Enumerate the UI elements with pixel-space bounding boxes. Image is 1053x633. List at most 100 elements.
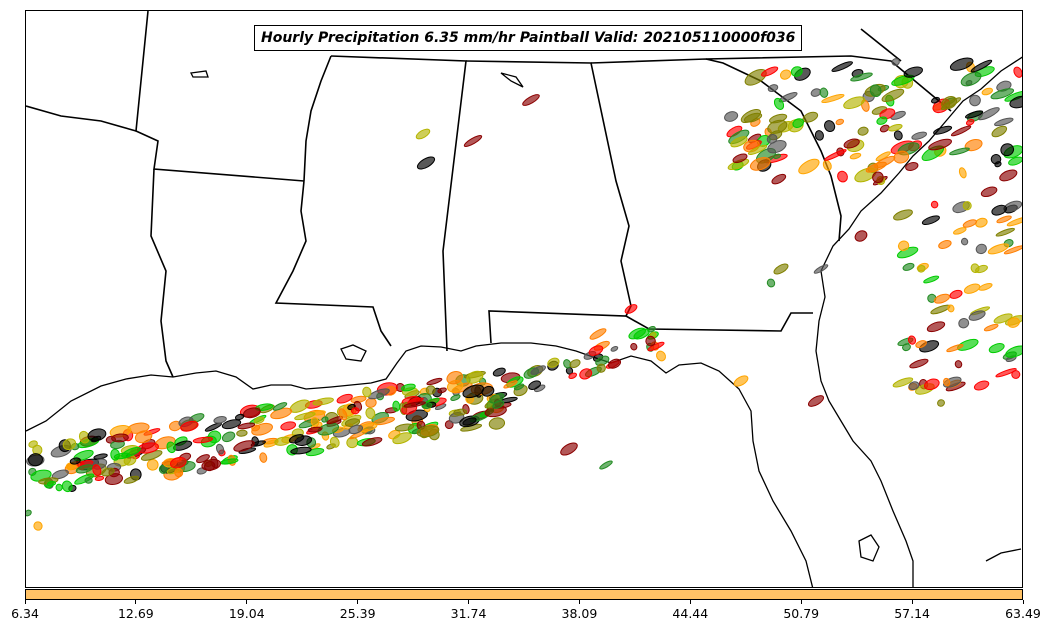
colorbar-tick bbox=[246, 600, 248, 604]
precip-blob bbox=[892, 377, 914, 388]
precip-blob bbox=[973, 380, 990, 391]
precip-blob bbox=[503, 380, 518, 389]
precip-blob bbox=[995, 368, 1017, 378]
precip-blob bbox=[888, 123, 903, 132]
precip-blob bbox=[394, 423, 415, 432]
precip-blob bbox=[92, 464, 102, 476]
precip-blob bbox=[645, 335, 656, 347]
precip-blob bbox=[819, 87, 829, 98]
colorbar-tick bbox=[357, 600, 359, 604]
map-title: Hourly Precipitation 6.35 mm/hr Paintbal… bbox=[254, 25, 803, 51]
precip-blob bbox=[307, 426, 322, 433]
precip-blob bbox=[595, 355, 610, 366]
precip-blob bbox=[905, 162, 919, 171]
precip-blob bbox=[462, 384, 485, 399]
precip-blob bbox=[236, 429, 248, 437]
precip-blob bbox=[991, 125, 1008, 138]
precip-blob bbox=[965, 118, 975, 126]
precip-blob bbox=[321, 416, 329, 423]
precip-blob bbox=[294, 412, 316, 421]
precip-blob bbox=[288, 434, 305, 444]
precip-blob bbox=[893, 209, 913, 221]
precip-blob bbox=[843, 138, 860, 149]
precip-blob bbox=[630, 342, 638, 351]
precip-blob bbox=[65, 462, 75, 471]
precip-blob bbox=[213, 415, 227, 424]
colorbar-tick-label: 6.34 bbox=[11, 606, 39, 621]
precip-blob bbox=[857, 126, 869, 136]
precip-blob bbox=[94, 475, 105, 482]
precip-blob bbox=[522, 94, 540, 106]
precip-blob bbox=[970, 59, 993, 73]
precip-blob bbox=[950, 125, 972, 137]
precip-blob bbox=[933, 293, 950, 304]
precip-blob bbox=[101, 467, 115, 477]
precip-blob bbox=[962, 201, 972, 211]
precip-blob bbox=[392, 400, 401, 412]
precip-blob bbox=[259, 452, 268, 463]
colorbar-tick bbox=[1022, 600, 1024, 604]
precip-blob bbox=[937, 399, 945, 407]
precip-blob bbox=[450, 394, 461, 401]
precip-blob bbox=[1007, 317, 1020, 328]
precip-blob bbox=[779, 69, 792, 80]
precip-blob bbox=[960, 237, 969, 246]
precip-blob bbox=[1009, 95, 1022, 109]
colorbar-tick bbox=[578, 600, 580, 604]
precip-blob bbox=[1008, 156, 1022, 166]
precip-blob bbox=[312, 397, 334, 406]
precipitation-paintballs bbox=[26, 57, 1022, 531]
map-svg bbox=[26, 11, 1022, 587]
precip-blob bbox=[766, 134, 778, 144]
precip-blob bbox=[547, 357, 560, 368]
colorbar-tick bbox=[135, 600, 137, 604]
precip-blob bbox=[908, 381, 920, 391]
precip-blob bbox=[988, 343, 1005, 354]
precip-blob bbox=[1003, 245, 1022, 255]
precip-blob bbox=[280, 421, 297, 431]
precip-blob bbox=[462, 417, 477, 426]
precip-blob bbox=[425, 385, 436, 395]
precip-blob bbox=[568, 372, 578, 380]
precip-blob bbox=[977, 107, 1000, 121]
precip-blob bbox=[444, 420, 454, 430]
precip-blob bbox=[61, 480, 73, 493]
precip-blob bbox=[953, 227, 967, 235]
precip-blob bbox=[824, 120, 836, 133]
precip-blob bbox=[921, 215, 940, 226]
coastline bbox=[26, 56, 1022, 587]
precip-blob bbox=[807, 395, 825, 407]
precip-blob bbox=[180, 420, 199, 432]
precip-blob bbox=[991, 204, 1007, 216]
precip-blob bbox=[965, 110, 984, 119]
precip-blob bbox=[975, 243, 987, 255]
precip-blob bbox=[931, 96, 940, 104]
precip-blob bbox=[968, 310, 986, 321]
precip-blob bbox=[33, 521, 43, 531]
colorbar-tick bbox=[468, 600, 470, 604]
precip-blob bbox=[850, 72, 873, 82]
precip-blob bbox=[453, 408, 468, 416]
precip-blob bbox=[1013, 66, 1022, 78]
precip-blob bbox=[1005, 345, 1022, 358]
precip-blob bbox=[233, 440, 255, 452]
precip-blob bbox=[771, 173, 787, 185]
precip-blob bbox=[362, 386, 372, 398]
precip-blob bbox=[196, 454, 210, 464]
precip-blob bbox=[401, 383, 416, 392]
precip-blob bbox=[123, 475, 140, 484]
precip-blob bbox=[928, 138, 952, 151]
precip-blob bbox=[46, 480, 57, 487]
precip-blob bbox=[995, 227, 1015, 237]
precip-blob bbox=[923, 378, 940, 391]
colorbar-tick-label: 25.39 bbox=[339, 606, 376, 621]
precip-blob bbox=[392, 432, 412, 445]
precip-blob bbox=[596, 363, 606, 373]
precip-blob bbox=[941, 96, 958, 110]
precip-blob bbox=[416, 425, 440, 438]
precip-blob bbox=[290, 446, 312, 455]
precip-blob bbox=[773, 97, 785, 110]
precip-blob bbox=[317, 422, 340, 436]
precip-blob bbox=[69, 457, 81, 465]
precip-blob bbox=[822, 159, 832, 171]
